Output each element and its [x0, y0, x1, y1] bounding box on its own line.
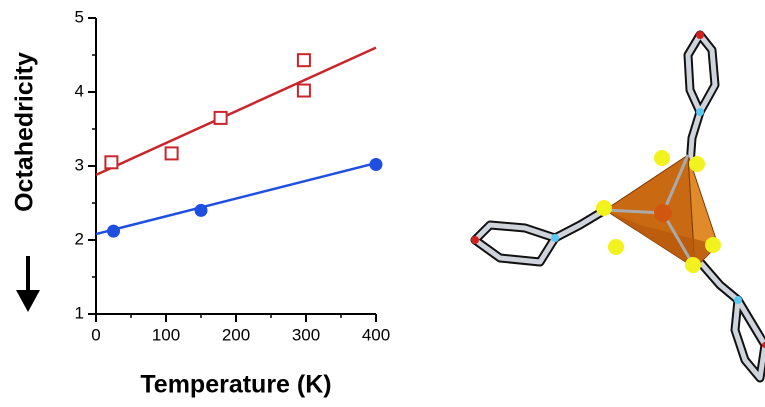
x-tick-label: 100 — [152, 325, 180, 344]
x-tick-label: 300 — [292, 325, 320, 344]
square-marker — [166, 147, 178, 159]
x-tick-label: 400 — [362, 325, 390, 344]
circle-marker — [370, 158, 383, 171]
x-tick-label: 0 — [91, 325, 100, 344]
square-marker — [298, 85, 310, 97]
y-tick-label: 1 — [75, 303, 84, 322]
molecule — [471, 31, 765, 378]
y-tick-label: 4 — [75, 81, 84, 100]
x-tick-label: 200 — [222, 325, 250, 344]
y-axis-label: Octahedricity — [11, 52, 39, 212]
square-marker — [215, 112, 227, 124]
fit-line — [96, 48, 376, 175]
y-tick-label: 3 — [75, 155, 84, 174]
y-tick-label: 5 — [75, 7, 84, 26]
figure: Temperature (K) Octahedricity — [0, 0, 765, 407]
down-arrow — [16, 256, 40, 312]
circle-marker — [107, 225, 120, 238]
circle-marker — [195, 204, 208, 217]
square-marker — [105, 156, 117, 168]
square-marker — [298, 54, 310, 66]
x-axis-label: Temperature (K) — [140, 371, 331, 399]
y-tick-label: 2 — [75, 229, 84, 248]
fit-line — [96, 163, 376, 234]
